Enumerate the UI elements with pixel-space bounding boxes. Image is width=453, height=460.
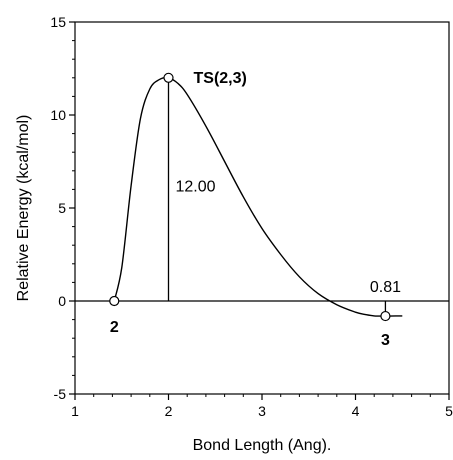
stationary-point-markers xyxy=(109,72,391,322)
y-tick-label: 10 xyxy=(50,107,66,123)
y-axis-ticks: -5 0 5 10 15 xyxy=(50,14,75,402)
plot-frame xyxy=(74,21,450,395)
value-annotation-label: 0.81 xyxy=(370,279,401,296)
y-axis-title: Relative Energy (kcal/mol) xyxy=(15,115,32,302)
energy-curve xyxy=(113,76,403,317)
x-axis-title: Bond Length (Ang). xyxy=(193,437,332,454)
y-tick-label: 15 xyxy=(50,14,66,30)
x-tick-label: 3 xyxy=(258,403,266,419)
point-marker xyxy=(109,295,120,307)
value-annotation-label: 12.00 xyxy=(176,178,216,195)
point-label: 2 xyxy=(110,319,119,336)
point-marker xyxy=(163,72,174,83)
point-label: 3 xyxy=(381,332,390,349)
x-tick-label: 1 xyxy=(71,403,79,419)
x-tick-label: 5 xyxy=(445,403,453,419)
y-tick-label: -5 xyxy=(54,386,67,402)
y-tick-label: 0 xyxy=(58,293,66,309)
point-marker xyxy=(380,310,391,322)
point-label: TS(2,3) xyxy=(194,70,247,87)
x-tick-label: 4 xyxy=(352,403,360,419)
point-labels: 2 TS(2,3) 3 xyxy=(110,70,390,349)
x-tick-label: 2 xyxy=(165,403,173,419)
x-axis-ticks: 1 2 3 4 5 xyxy=(71,394,453,419)
value-drop-lines: 12.00 0.81 xyxy=(167,77,401,317)
y-tick-label: 5 xyxy=(58,200,66,216)
